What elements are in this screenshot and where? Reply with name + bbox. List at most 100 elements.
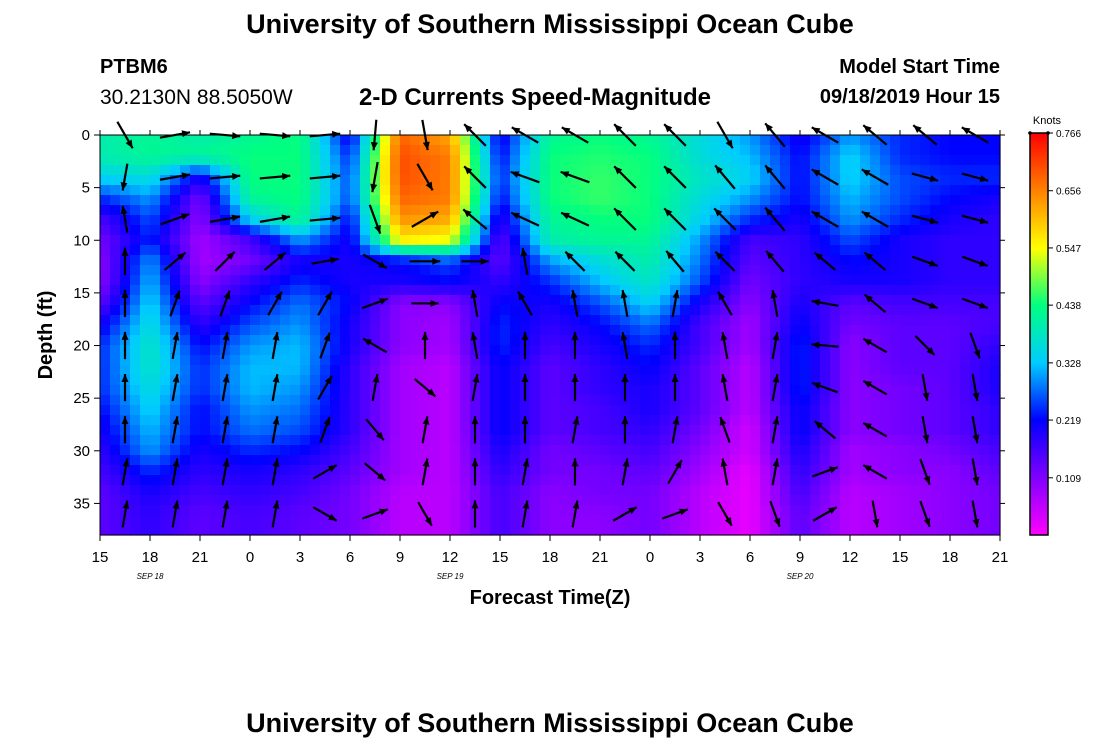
heatmap-cell xyxy=(160,425,171,436)
heatmap-cell xyxy=(480,335,491,346)
heatmap-cell xyxy=(760,305,771,316)
heatmap-cell xyxy=(760,165,771,176)
heatmap-cell xyxy=(540,285,551,296)
heatmap-cell xyxy=(410,205,421,216)
heatmap-cell xyxy=(670,285,681,296)
heatmap-cell xyxy=(310,235,321,246)
heatmap-cell xyxy=(980,465,991,476)
heatmap-cell xyxy=(120,525,131,536)
heatmap-cell xyxy=(130,325,141,336)
current-arrow-head xyxy=(615,251,624,260)
heatmap-cell xyxy=(960,455,971,466)
heatmap-cell xyxy=(970,415,981,426)
heatmap-cell xyxy=(130,155,141,166)
heatmap-cell xyxy=(580,405,591,416)
current-arrow xyxy=(121,416,129,444)
heatmap-cell xyxy=(640,225,651,236)
heatmap-cell xyxy=(880,255,891,266)
x-tick-label: 9 xyxy=(396,549,404,566)
heatmap-cell xyxy=(560,335,571,346)
heatmap-cell xyxy=(940,185,951,196)
current-arrow-head xyxy=(829,466,838,474)
heatmap-cell xyxy=(630,395,641,406)
x-tick-label: 18 xyxy=(142,549,159,566)
current-arrow xyxy=(160,212,190,226)
current-arrow-head xyxy=(861,169,871,177)
heatmap-cell xyxy=(470,355,481,366)
current-arrow-head xyxy=(664,124,673,133)
heatmap-cell xyxy=(160,375,171,386)
heatmap-cell xyxy=(450,305,461,316)
heatmap-cell xyxy=(540,515,551,526)
heatmap-cell xyxy=(350,175,361,186)
heatmap-cell xyxy=(790,345,801,356)
heatmap-cell xyxy=(370,285,381,296)
heatmap-cell xyxy=(890,285,901,296)
current-arrow xyxy=(171,331,180,360)
heatmap-cell xyxy=(520,275,531,286)
heatmap-cell xyxy=(890,135,901,146)
heatmap-cell xyxy=(220,175,231,186)
heatmap-cell xyxy=(140,355,151,366)
current-arrow xyxy=(471,500,479,528)
heatmap-cell xyxy=(610,245,621,256)
heatmap-cell xyxy=(410,285,421,296)
current-arrow xyxy=(209,172,241,180)
page-title: University of Southern Mississippi Ocean… xyxy=(246,9,854,39)
heatmap-cell xyxy=(870,145,881,156)
heatmap-cell xyxy=(360,295,371,306)
heatmap-cell xyxy=(750,425,761,436)
heatmap-cell xyxy=(350,495,361,506)
heatmap-cell xyxy=(150,475,161,486)
heatmap-cell xyxy=(410,145,421,156)
heatmap-cell xyxy=(730,215,741,226)
heatmap-cell xyxy=(780,395,791,406)
heatmap-cell xyxy=(340,365,351,376)
heatmap-cell xyxy=(430,495,441,506)
heatmap-cell xyxy=(570,135,581,146)
heatmap-cell xyxy=(270,485,281,496)
heatmap-cell xyxy=(790,235,801,246)
heatmap-cell xyxy=(410,225,421,236)
current-arrow-head xyxy=(226,251,235,260)
heatmap-cell xyxy=(180,135,191,146)
heatmap-cell xyxy=(920,495,931,506)
heatmap-cell xyxy=(210,385,221,396)
heatmap-cell xyxy=(220,475,231,486)
heatmap-cell xyxy=(410,445,421,456)
heatmap-cell xyxy=(900,165,911,176)
heatmap-cell xyxy=(170,225,181,236)
heatmap-cell xyxy=(930,505,941,516)
heatmap-cell xyxy=(720,365,731,376)
heatmap-cell xyxy=(740,345,751,356)
heatmap-cell xyxy=(420,355,431,366)
heatmap-cell xyxy=(900,185,911,196)
heatmap-cell xyxy=(320,435,331,446)
heatmap-cell xyxy=(710,425,721,436)
heatmap-cell xyxy=(540,315,551,326)
heatmap-cell xyxy=(870,355,881,366)
heatmap-cell xyxy=(740,515,751,526)
heatmap-cell xyxy=(470,175,481,186)
heatmap-cell xyxy=(500,175,511,186)
current-arrow xyxy=(363,462,387,482)
heatmap-cell xyxy=(390,295,401,306)
heatmap-cell xyxy=(520,155,531,166)
heatmap-cell xyxy=(640,335,651,346)
heatmap-cell xyxy=(420,175,431,186)
heatmap-cell xyxy=(250,305,261,316)
heatmap-cell xyxy=(380,135,391,146)
heatmap-cell xyxy=(680,425,691,436)
heatmap-cell xyxy=(780,385,791,396)
current-arrow xyxy=(267,291,283,316)
heatmap-cell xyxy=(500,185,511,196)
heatmap-cell xyxy=(480,225,491,236)
heatmap-cell xyxy=(800,495,811,506)
heatmap-cell xyxy=(330,185,341,196)
heatmap-cell xyxy=(760,435,771,446)
heatmap-cell xyxy=(820,525,831,536)
heatmap-cell xyxy=(150,205,161,216)
heatmap-cell xyxy=(100,175,111,186)
heatmap-cell xyxy=(380,305,391,316)
heatmap-cell xyxy=(260,275,271,286)
